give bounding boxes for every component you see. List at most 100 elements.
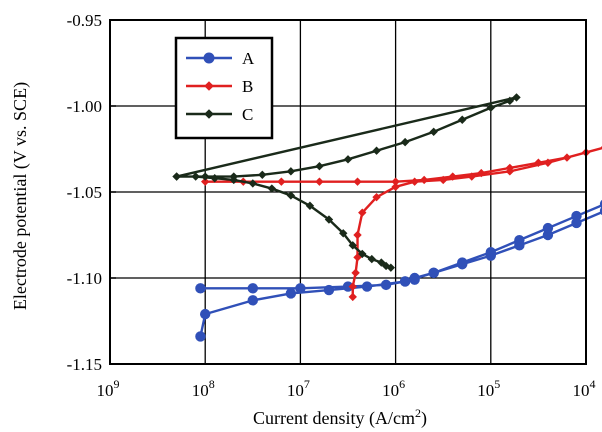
data-point-a — [399, 276, 411, 287]
legend-marker-c — [204, 109, 214, 119]
data-point-b — [448, 172, 457, 181]
data-point-b — [439, 175, 448, 185]
data-point-a — [323, 284, 335, 296]
data-point-c — [191, 172, 200, 181]
data-point-c — [348, 241, 357, 250]
data-point-b — [353, 230, 362, 240]
x-tick-labels: 109 108 107 106 105 104 — [97, 377, 596, 400]
data-point-c — [400, 137, 410, 147]
data-point-c — [372, 146, 381, 155]
data-point-c — [367, 254, 376, 264]
data-point-b — [358, 208, 367, 217]
data-point-c — [201, 172, 210, 181]
data-point-a — [195, 283, 206, 294]
legend-item-c: C — [186, 105, 253, 124]
series-a-line — [199, 204, 602, 337]
data-point-c — [458, 115, 467, 124]
data-point-b — [277, 177, 286, 186]
x-tick-label: 107 — [287, 377, 310, 400]
data-point-a — [409, 272, 420, 284]
data-point-c — [286, 167, 296, 176]
legend: ABC — [174, 36, 274, 140]
x-tick-label: 105 — [477, 377, 500, 400]
data-point-c — [229, 175, 238, 185]
data-point-a — [428, 267, 439, 279]
data-point-a — [542, 222, 554, 234]
x-tick-label: 104 — [573, 377, 596, 400]
y-tick-labels: -0.95 -1.00 -1.05 -1.10 -1.15 — [67, 11, 116, 374]
series-a — [195, 199, 602, 342]
legend-marker-a — [203, 52, 215, 64]
legend-label-a: A — [242, 49, 255, 68]
data-point-b — [534, 158, 543, 167]
series-b-line — [205, 146, 602, 297]
data-point-a — [514, 234, 525, 246]
y-tick-label: -1.00 — [67, 97, 102, 116]
data-point-b — [348, 282, 357, 291]
data-point-a — [599, 199, 602, 209]
data-point-c — [305, 201, 315, 210]
data-point-a — [599, 206, 602, 216]
legend-label-c: C — [242, 105, 253, 124]
data-point-b — [543, 158, 553, 167]
legend-box — [174, 36, 274, 140]
data-point-b — [201, 177, 210, 186]
data-point-b — [477, 168, 486, 178]
data-point-a — [571, 210, 582, 222]
y-tick-label: -1.15 — [67, 355, 102, 374]
data-point-a — [457, 257, 468, 268]
data-point-c — [286, 191, 296, 200]
x-axis-title-sup: 2 — [415, 406, 421, 420]
data-point-c — [172, 172, 181, 181]
series-layer — [172, 93, 602, 342]
data-point-b — [391, 177, 400, 186]
data-point-b — [410, 177, 419, 186]
data-point-c — [429, 127, 438, 136]
data-point-c — [486, 103, 495, 112]
y-axis-title: Electrode potential (V vs. SCE) — [10, 82, 31, 310]
legend-marker-b — [204, 81, 214, 91]
data-point-b — [372, 192, 381, 202]
data-point-c — [358, 249, 367, 259]
data-point-c — [505, 96, 515, 106]
data-point-c — [512, 93, 521, 102]
legend-item-b: B — [186, 77, 253, 96]
y-tick-label: -1.10 — [67, 269, 102, 288]
y-tick-label: -0.95 — [67, 11, 102, 30]
data-point-b — [353, 177, 362, 186]
data-point-c — [339, 229, 348, 238]
data-point-c — [267, 184, 277, 193]
data-point-a — [200, 308, 211, 320]
data-point-a — [380, 279, 392, 291]
data-point-b — [348, 292, 357, 302]
data-point-b — [391, 182, 400, 192]
data-point-c — [258, 170, 267, 179]
legend-item-a: A — [186, 49, 255, 68]
data-point-a — [285, 288, 297, 299]
data-point-a — [295, 283, 306, 294]
series-b — [201, 146, 602, 302]
data-point-a — [361, 281, 373, 292]
data-point-c — [324, 215, 334, 224]
x-axis-title-main: Current density (A/cm — [253, 408, 415, 429]
data-point-b — [419, 175, 429, 185]
data-point-c — [210, 174, 219, 183]
data-point-c — [386, 263, 396, 272]
x-tick-label: 106 — [382, 377, 405, 400]
data-point-b — [351, 268, 360, 278]
data-point-a — [195, 331, 206, 342]
data-point-a — [485, 247, 496, 258]
data-point-a — [247, 295, 258, 306]
data-point-b — [467, 172, 476, 181]
data-point-a — [247, 283, 258, 294]
y-tick-label: -1.05 — [67, 183, 102, 202]
data-point-b — [562, 153, 572, 162]
x-tick-label: 109 — [97, 377, 120, 400]
x-tick-label: 108 — [192, 377, 215, 400]
series-c — [172, 93, 521, 272]
x-axis-title: Current density (A/cm2) — [253, 406, 427, 429]
data-point-c — [248, 179, 257, 188]
data-point-c — [315, 162, 324, 171]
data-point-b — [505, 167, 515, 176]
